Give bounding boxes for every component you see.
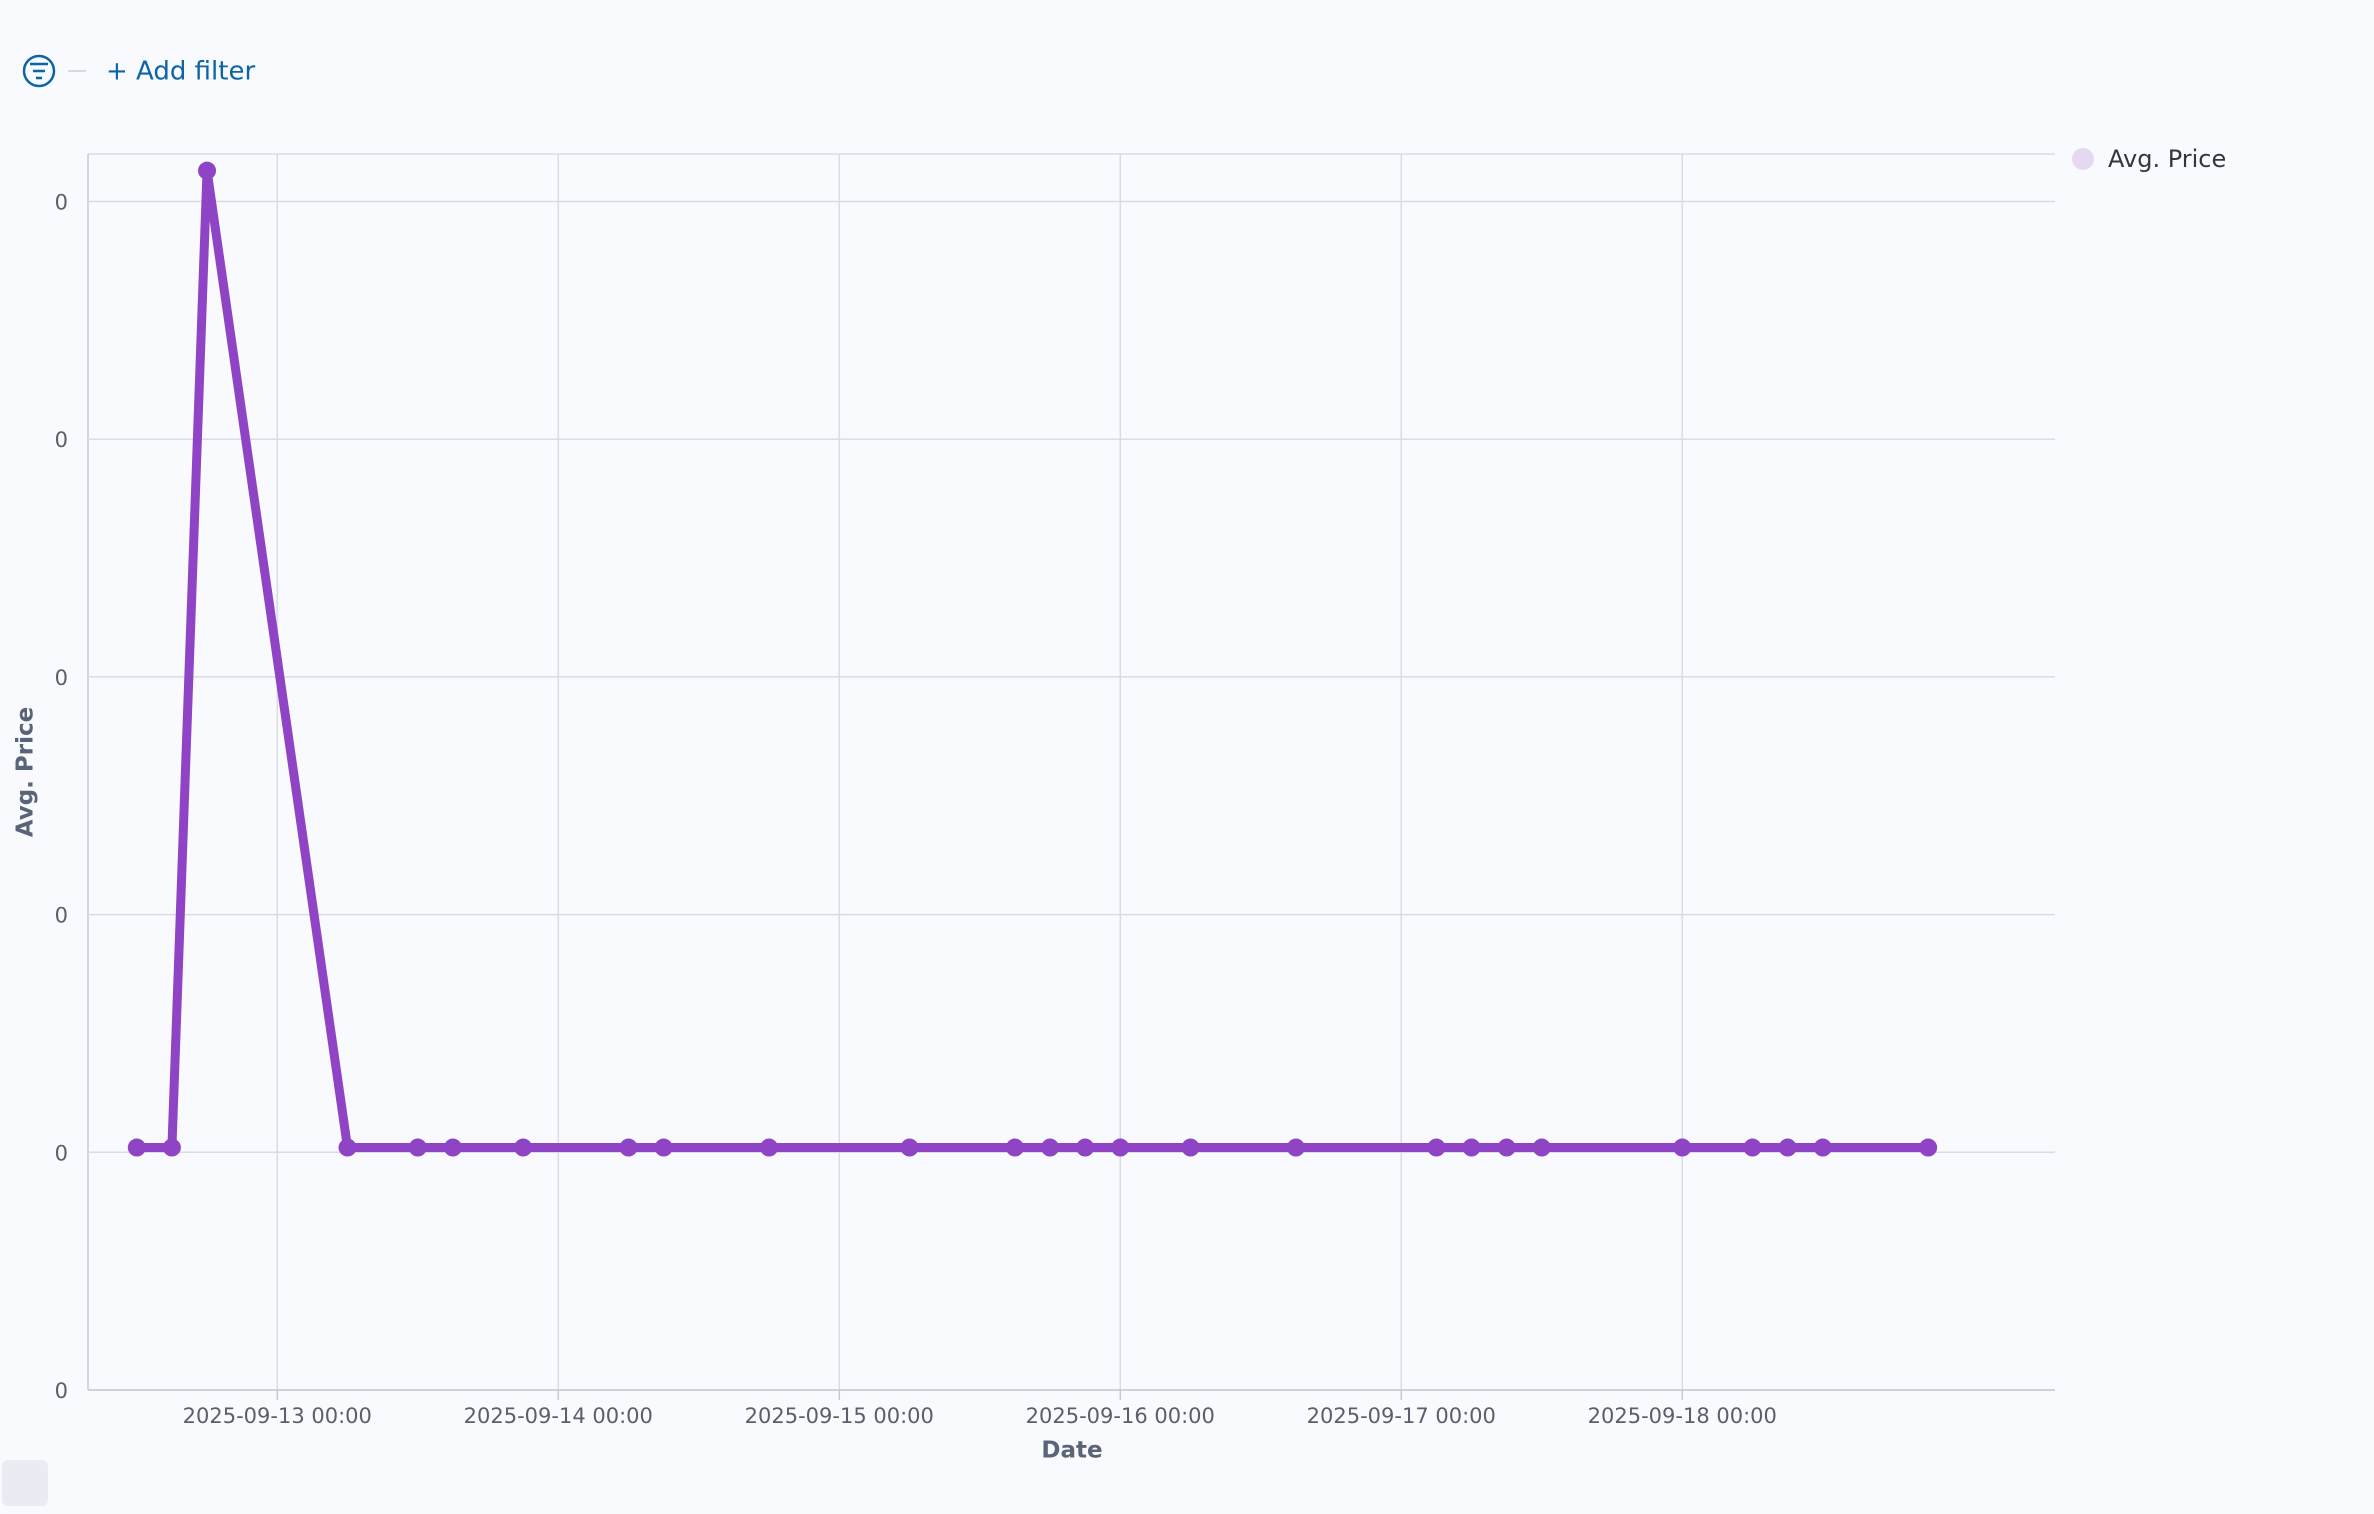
legend-swatch xyxy=(2072,148,2094,170)
add-filter-button[interactable]: + Add filter xyxy=(106,57,255,87)
x-tick-label: 2025-09-14 00:00 xyxy=(464,1404,653,1428)
x-tick-label: 2025-09-15 00:00 xyxy=(745,1404,934,1428)
y-tick-label: 0 xyxy=(55,904,68,928)
point xyxy=(760,1138,779,1157)
point xyxy=(1743,1138,1762,1157)
point xyxy=(1181,1138,1200,1157)
y-tick-label: 0 xyxy=(55,428,68,452)
y-tick-label: 0 xyxy=(55,1379,68,1403)
x-tick-label: 2025-09-18 00:00 xyxy=(1588,1404,1777,1428)
point xyxy=(1111,1138,1130,1157)
point xyxy=(900,1138,919,1157)
y-tick-label: 0 xyxy=(55,1141,68,1165)
filter-icon[interactable] xyxy=(22,54,56,88)
point xyxy=(1041,1138,1060,1157)
point xyxy=(1532,1138,1551,1157)
y-tick-label: 0 xyxy=(55,191,68,215)
x-tick-label: 2025-09-17 00:00 xyxy=(1307,1404,1496,1428)
point xyxy=(127,1138,146,1157)
point xyxy=(1919,1138,1938,1157)
point xyxy=(162,1138,181,1157)
point xyxy=(1286,1138,1305,1157)
point xyxy=(654,1138,673,1157)
point xyxy=(1497,1138,1516,1157)
point xyxy=(1076,1138,1095,1157)
line xyxy=(136,166,1929,1153)
point xyxy=(338,1138,357,1157)
y-axis-title: Avg. Price xyxy=(13,707,39,838)
point xyxy=(443,1138,462,1157)
x-tick-label: 2025-09-13 00:00 xyxy=(183,1404,372,1428)
point xyxy=(1005,1138,1024,1157)
point xyxy=(1673,1138,1692,1157)
x-tick-label: 2025-09-16 00:00 xyxy=(1026,1404,1215,1428)
legend-toggle[interactable] xyxy=(2,1460,48,1506)
legend-label: Avg. Price xyxy=(2108,145,2226,173)
point xyxy=(514,1138,533,1157)
point xyxy=(1778,1138,1797,1157)
point xyxy=(1427,1138,1446,1157)
point xyxy=(408,1138,427,1157)
point xyxy=(619,1138,638,1157)
y-tick-label: 0 xyxy=(55,666,68,690)
point xyxy=(198,161,217,180)
x-axis-title: Date xyxy=(1041,1438,1102,1464)
point xyxy=(1813,1138,1832,1157)
point xyxy=(1462,1138,1481,1157)
